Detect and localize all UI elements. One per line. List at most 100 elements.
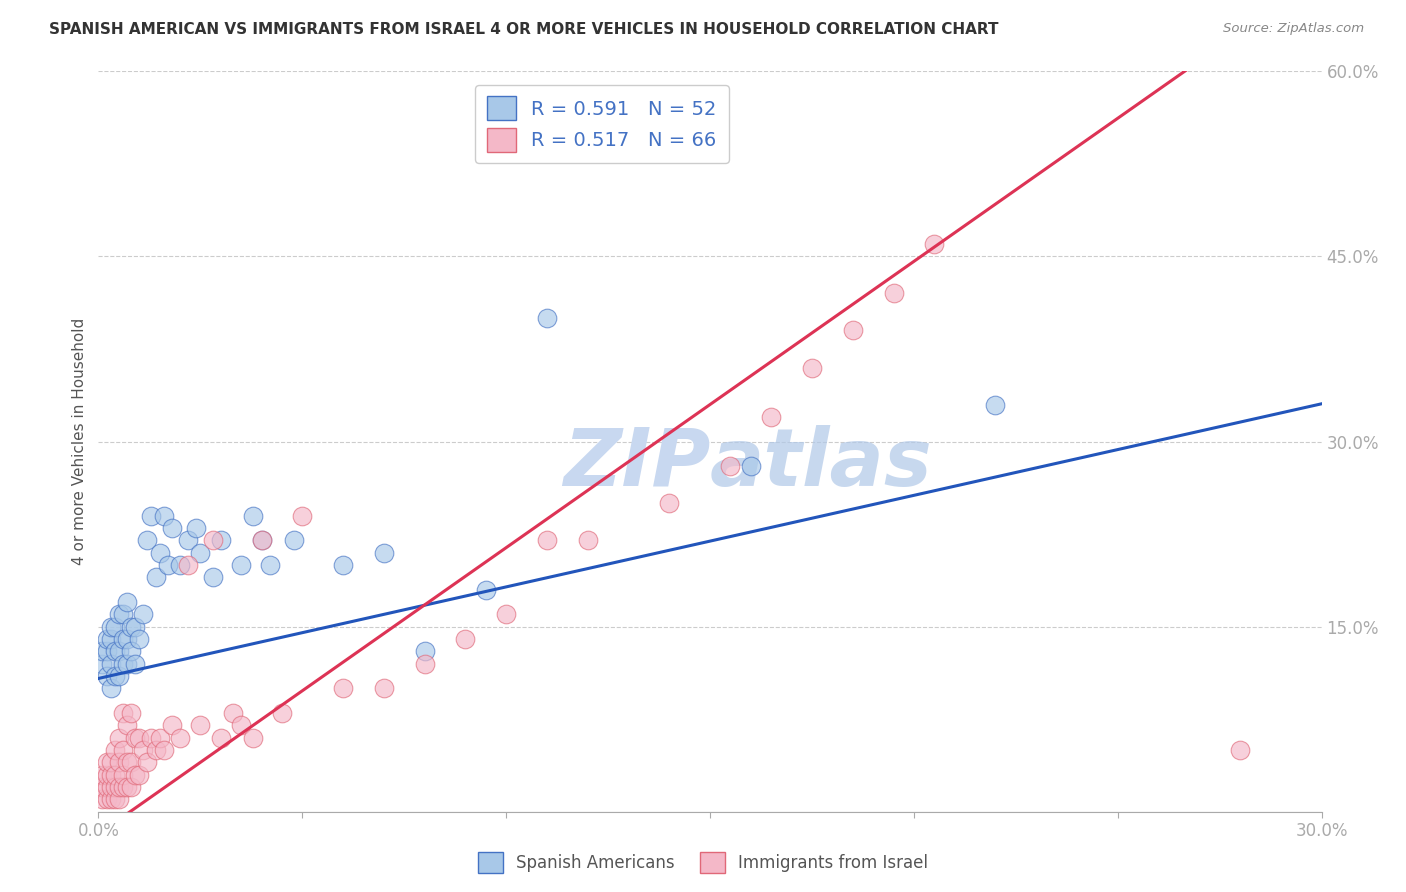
Point xyxy=(96,669,118,683)
Point xyxy=(111,706,134,720)
Point xyxy=(209,731,232,745)
Point xyxy=(108,780,131,794)
Point xyxy=(104,743,127,757)
Point xyxy=(120,756,142,770)
Point xyxy=(177,558,200,572)
Point xyxy=(96,632,118,646)
Point xyxy=(152,508,174,523)
Point xyxy=(169,558,191,572)
Legend: Spanish Americans, Immigrants from Israel: Spanish Americans, Immigrants from Israe… xyxy=(471,846,935,880)
Point xyxy=(413,644,436,658)
Point xyxy=(984,398,1007,412)
Point xyxy=(160,718,183,732)
Point xyxy=(250,533,273,548)
Point xyxy=(100,792,122,806)
Point xyxy=(111,743,134,757)
Point xyxy=(128,731,150,745)
Point xyxy=(128,632,150,646)
Point xyxy=(495,607,517,622)
Point xyxy=(115,718,138,732)
Point xyxy=(141,731,163,745)
Point xyxy=(100,619,122,633)
Point xyxy=(454,632,477,646)
Point xyxy=(373,681,395,696)
Point xyxy=(242,731,264,745)
Text: Source: ZipAtlas.com: Source: ZipAtlas.com xyxy=(1223,22,1364,36)
Point xyxy=(332,558,354,572)
Point xyxy=(100,657,122,671)
Point xyxy=(111,632,134,646)
Point xyxy=(242,508,264,523)
Legend: R = 0.591   N = 52, R = 0.517   N = 66: R = 0.591 N = 52, R = 0.517 N = 66 xyxy=(475,85,728,163)
Point xyxy=(883,286,905,301)
Point xyxy=(108,756,131,770)
Text: SPANISH AMERICAN VS IMMIGRANTS FROM ISRAEL 4 OR MORE VEHICLES IN HOUSEHOLD CORRE: SPANISH AMERICAN VS IMMIGRANTS FROM ISRA… xyxy=(49,22,998,37)
Point xyxy=(270,706,294,720)
Point xyxy=(801,360,824,375)
Point xyxy=(100,780,122,794)
Point xyxy=(100,767,122,781)
Point xyxy=(96,767,118,781)
Point xyxy=(111,657,134,671)
Point xyxy=(96,644,118,658)
Point xyxy=(91,644,114,658)
Point xyxy=(96,792,118,806)
Point xyxy=(104,767,127,781)
Point xyxy=(120,644,142,658)
Point xyxy=(124,767,146,781)
Point xyxy=(115,595,138,609)
Point xyxy=(136,756,159,770)
Point xyxy=(141,508,163,523)
Point xyxy=(115,780,138,794)
Point xyxy=(104,669,127,683)
Point xyxy=(108,792,131,806)
Point xyxy=(222,706,245,720)
Point xyxy=(718,459,742,474)
Point xyxy=(922,237,945,252)
Point xyxy=(576,533,599,548)
Point xyxy=(740,459,762,474)
Point xyxy=(188,718,212,732)
Point xyxy=(536,311,558,326)
Point xyxy=(283,533,305,548)
Point xyxy=(149,546,172,560)
Point xyxy=(1229,743,1251,757)
Point xyxy=(160,521,183,535)
Point xyxy=(108,607,131,622)
Y-axis label: 4 or more Vehicles in Household: 4 or more Vehicles in Household xyxy=(72,318,87,566)
Point xyxy=(259,558,281,572)
Point xyxy=(145,570,167,584)
Point xyxy=(145,743,167,757)
Point xyxy=(108,731,131,745)
Text: atlas: atlas xyxy=(710,425,932,503)
Point xyxy=(111,767,134,781)
Point xyxy=(104,644,127,658)
Point xyxy=(291,508,314,523)
Point xyxy=(124,731,146,745)
Point xyxy=(658,496,681,510)
Point xyxy=(332,681,354,696)
Point xyxy=(100,681,122,696)
Point xyxy=(91,657,114,671)
Point xyxy=(169,731,191,745)
Point xyxy=(91,780,114,794)
Point xyxy=(177,533,200,548)
Point xyxy=(231,558,253,572)
Point xyxy=(111,780,134,794)
Point xyxy=(120,619,142,633)
Point xyxy=(186,521,208,535)
Point xyxy=(761,409,783,424)
Point xyxy=(124,657,146,671)
Point xyxy=(96,780,118,794)
Point xyxy=(108,644,131,658)
Point xyxy=(104,619,127,633)
Point xyxy=(250,533,273,548)
Point xyxy=(536,533,558,548)
Point xyxy=(120,706,142,720)
Point xyxy=(108,669,131,683)
Point xyxy=(124,619,146,633)
Point xyxy=(201,533,224,548)
Point xyxy=(152,743,174,757)
Point xyxy=(120,780,142,794)
Point xyxy=(104,792,127,806)
